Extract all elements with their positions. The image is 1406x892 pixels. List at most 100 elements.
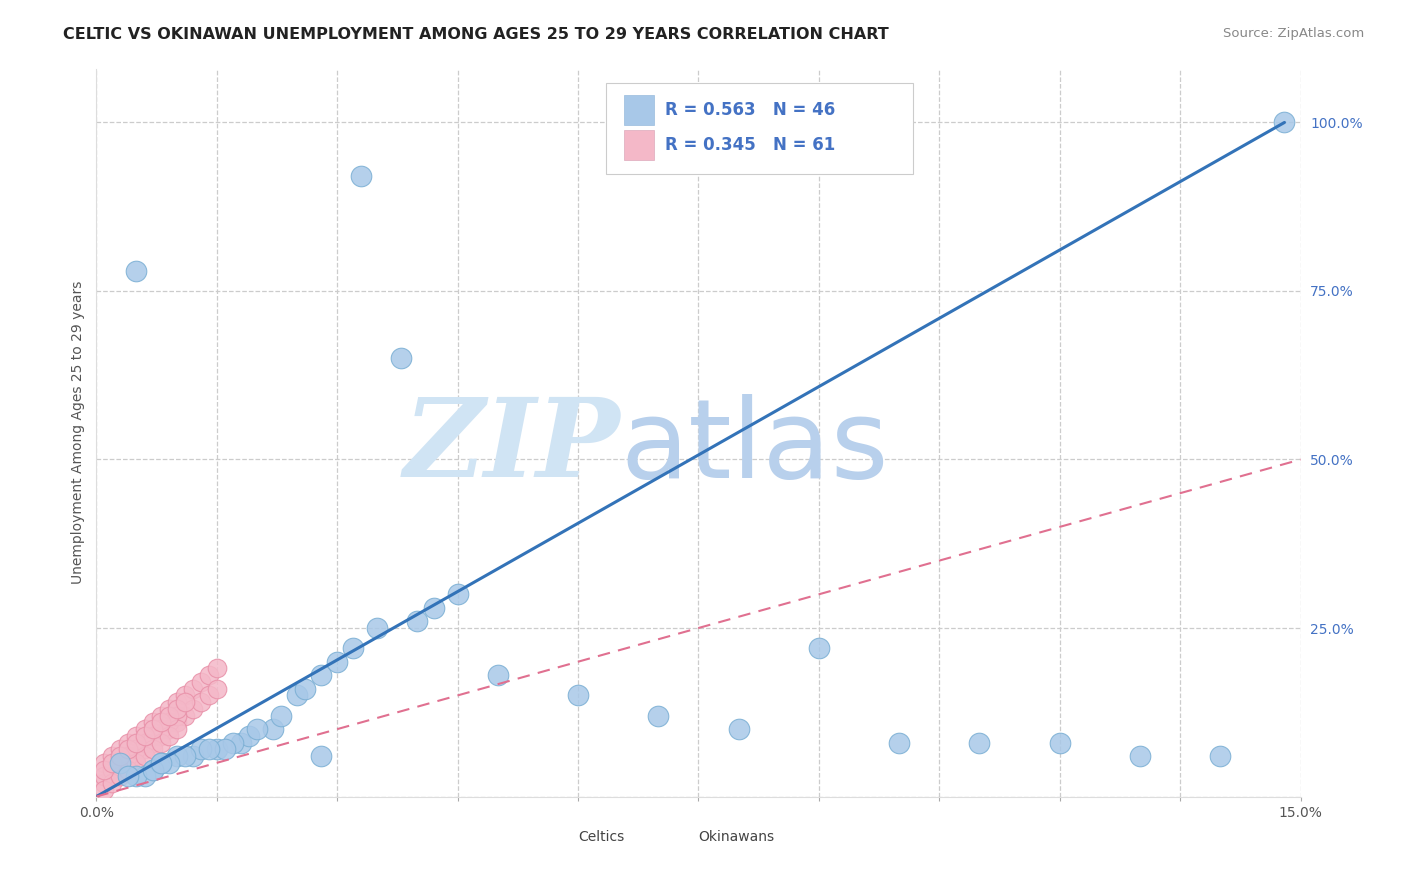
Point [197, 668, 219, 682]
Point [110, 756, 132, 770]
Point [134, 722, 156, 736]
Point [197, 742, 219, 756]
Point [238, 729, 260, 743]
Point [229, 736, 252, 750]
Point [157, 756, 180, 770]
Point [270, 708, 292, 723]
Point [214, 742, 236, 756]
Text: Okinawans: Okinawans [699, 830, 775, 844]
Point [149, 715, 172, 730]
Point [125, 769, 148, 783]
Point [117, 736, 139, 750]
Point [173, 695, 195, 709]
Bar [548, 828, 575, 846]
Point [647, 708, 669, 723]
Point [205, 661, 228, 675]
Point [446, 587, 468, 601]
Point [110, 756, 132, 770]
Point [1274, 115, 1296, 129]
Point [1129, 749, 1152, 764]
Point [93, 782, 115, 797]
Point [326, 655, 349, 669]
Point [181, 749, 204, 764]
Text: CELTIC VS OKINAWAN UNEMPLOYMENT AMONG AGES 25 TO 29 YEARS CORRELATION CHART: CELTIC VS OKINAWAN UNEMPLOYMENT AMONG AG… [63, 27, 889, 42]
Point [889, 736, 911, 750]
Point [190, 675, 212, 690]
Point [190, 742, 212, 756]
Point [134, 729, 156, 743]
Point [134, 736, 156, 750]
Point [406, 615, 429, 629]
Point [366, 621, 388, 635]
Point [149, 729, 172, 743]
Point [246, 722, 269, 736]
Point [125, 729, 148, 743]
Point [125, 749, 148, 764]
Point [101, 776, 124, 790]
Text: Source: ZipAtlas.com: Source: ZipAtlas.com [1223, 27, 1364, 40]
Point [117, 756, 139, 770]
Point [486, 668, 509, 682]
Point [262, 722, 284, 736]
FancyBboxPatch shape [606, 83, 912, 174]
Point [125, 756, 148, 770]
Point [294, 681, 316, 696]
Point [727, 722, 749, 736]
Y-axis label: Unemployment Among Ages 25 to 29 years: Unemployment Among Ages 25 to 29 years [72, 281, 86, 584]
Point [205, 681, 228, 696]
Bar [624, 95, 654, 125]
Point [141, 763, 163, 777]
Point [149, 736, 172, 750]
Point [110, 769, 132, 783]
Point [309, 668, 332, 682]
Point [1209, 749, 1232, 764]
Bar [668, 828, 695, 846]
Point [157, 702, 180, 716]
Text: R = 0.563   N = 46: R = 0.563 N = 46 [665, 101, 835, 119]
Point [141, 742, 163, 756]
Point [190, 695, 212, 709]
Point [110, 742, 132, 756]
Point [166, 722, 188, 736]
Point [567, 689, 589, 703]
Point [173, 708, 195, 723]
Point [117, 742, 139, 756]
Point [101, 763, 124, 777]
Text: Celtics: Celtics [578, 830, 624, 844]
Point [149, 708, 172, 723]
Point [141, 729, 163, 743]
Point [157, 715, 180, 730]
Point [166, 708, 188, 723]
Point [149, 722, 172, 736]
Point [166, 749, 188, 764]
Point [117, 763, 139, 777]
Point [969, 736, 991, 750]
Point [125, 736, 148, 750]
Point [117, 769, 139, 783]
Point [157, 708, 180, 723]
Point [173, 689, 195, 703]
Point [222, 736, 245, 750]
Point [101, 756, 124, 770]
Point [1049, 736, 1071, 750]
Point [166, 702, 188, 716]
Point [149, 756, 172, 770]
Point [125, 264, 148, 278]
Text: ZIP: ZIP [404, 393, 620, 500]
Point [157, 729, 180, 743]
Point [141, 736, 163, 750]
Point [342, 641, 364, 656]
Point [93, 769, 115, 783]
Point [309, 749, 332, 764]
Point [134, 769, 156, 783]
Point [166, 715, 188, 730]
Point [93, 776, 115, 790]
Point [93, 756, 115, 770]
Point [134, 742, 156, 756]
Point [173, 749, 195, 764]
Point [110, 749, 132, 764]
Point [117, 749, 139, 764]
Point [181, 702, 204, 716]
Bar [624, 130, 654, 160]
Point [807, 641, 830, 656]
